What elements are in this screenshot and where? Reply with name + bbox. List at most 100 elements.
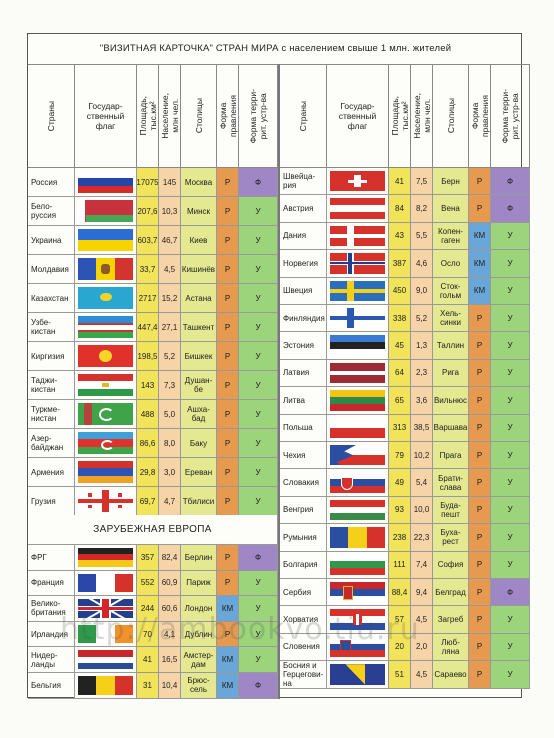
capital-cell: Прага bbox=[433, 442, 469, 470]
terr-cell: У bbox=[239, 487, 278, 516]
capital-cell: Тбилиси bbox=[181, 487, 217, 516]
terr-cell: У bbox=[491, 606, 530, 634]
country-cell: Хорватия bbox=[280, 606, 327, 634]
flag-cell bbox=[327, 387, 389, 415]
header-label: Государ- ственный флаг bbox=[338, 101, 377, 131]
population-cell: 46,7 bbox=[159, 226, 181, 255]
armenia-flag-icon bbox=[78, 461, 133, 483]
czech-flag-icon bbox=[330, 445, 385, 466]
area-cell: 70 bbox=[137, 621, 159, 648]
area-cell: 93 bbox=[389, 496, 411, 525]
header-label: Страны bbox=[298, 100, 308, 132]
header-terr-right: Форма терри- рит. устр-ва bbox=[491, 64, 530, 168]
population-cell: 2,0 bbox=[411, 633, 433, 662]
country-cell: Литва bbox=[280, 387, 327, 415]
country-cell: ФРГ bbox=[28, 545, 75, 571]
gov-cell: КМ bbox=[469, 250, 491, 278]
area-cell: 41 bbox=[389, 168, 411, 196]
capital-cell: Баку bbox=[181, 429, 217, 458]
population-cell: 27,1 bbox=[159, 313, 181, 342]
flag-cell bbox=[327, 496, 389, 525]
finland-flag-icon bbox=[330, 308, 385, 329]
terr-cell: У bbox=[491, 305, 530, 333]
population-cell: 4,5 bbox=[159, 255, 181, 284]
gov-cell: КМ bbox=[469, 277, 491, 305]
population-cell: 3,0 bbox=[159, 458, 181, 487]
flag-cell bbox=[327, 442, 389, 470]
flag-cell bbox=[75, 255, 137, 284]
flag-cell bbox=[327, 579, 389, 607]
capital-cell: Рига bbox=[433, 359, 469, 388]
gov-cell: Р bbox=[469, 661, 491, 689]
capital-cell: Париж bbox=[181, 570, 217, 597]
latvia-flag-icon bbox=[330, 362, 385, 384]
gov-cell: Р bbox=[469, 442, 491, 470]
terr-cell: У bbox=[239, 596, 278, 622]
terr-cell: У bbox=[491, 414, 530, 442]
header-label: Форма правления bbox=[469, 94, 490, 138]
header-label: Форма правления bbox=[217, 94, 238, 138]
capital-cell: Брати- слава bbox=[433, 469, 469, 497]
capital-cell: Киев bbox=[181, 226, 217, 255]
country-cell: Австрия bbox=[280, 195, 327, 223]
country-cell: Швейца- рия bbox=[280, 168, 327, 196]
population-cell: 10,4 bbox=[159, 673, 181, 699]
flag-cell bbox=[75, 647, 137, 673]
area-cell: 143 bbox=[137, 371, 159, 400]
capital-cell: Сараево bbox=[433, 661, 469, 689]
population-cell: 145 bbox=[159, 168, 181, 197]
terr-cell: Ф bbox=[239, 168, 278, 197]
country-cell: Нидер- ланды bbox=[28, 647, 75, 673]
gov-cell: Р bbox=[217, 487, 239, 516]
gov-cell: Р bbox=[217, 168, 239, 197]
population-cell: 4,1 bbox=[159, 621, 181, 648]
flag-cell bbox=[327, 359, 389, 388]
population-cell: 5,0 bbox=[159, 400, 181, 429]
gov-cell: Р bbox=[469, 359, 491, 388]
kazakhstan-flag-icon bbox=[78, 287, 133, 309]
capital-cell: Брюс- сель bbox=[181, 673, 217, 699]
gov-cell: Р bbox=[217, 458, 239, 487]
country-cell: Сербия bbox=[280, 579, 327, 607]
country-cell: Казахстан bbox=[28, 284, 75, 313]
capital-cell: Астана bbox=[181, 284, 217, 313]
area-cell: 69,7 bbox=[137, 487, 159, 516]
terr-cell: У bbox=[239, 400, 278, 429]
area-cell: 49 bbox=[389, 469, 411, 497]
country-cell: Ирландия bbox=[28, 621, 75, 648]
area-cell: 79 bbox=[389, 442, 411, 470]
capital-cell: Ереван bbox=[181, 458, 217, 487]
country-cell: Эстония bbox=[280, 332, 327, 360]
country-cell: Латвия bbox=[280, 359, 327, 388]
area-cell: 33,7 bbox=[137, 255, 159, 284]
terr-cell: У bbox=[239, 313, 278, 342]
gov-cell: Р bbox=[469, 414, 491, 442]
flag-cell bbox=[75, 168, 137, 197]
gov-cell: КМ bbox=[217, 673, 239, 699]
population-cell: 16,5 bbox=[159, 647, 181, 673]
column-divider bbox=[278, 64, 280, 699]
kyrgyzstan-flag-icon bbox=[78, 345, 133, 367]
area-cell: 43 bbox=[389, 222, 411, 251]
capital-cell: Ташкент bbox=[181, 313, 217, 342]
area-cell: 29,8 bbox=[137, 458, 159, 487]
country-cell: Азер- байджан bbox=[28, 429, 75, 458]
area-cell: 57 bbox=[389, 606, 411, 634]
gov-cell: Р bbox=[217, 429, 239, 458]
terr-cell: У bbox=[491, 496, 530, 525]
area-cell: 45 bbox=[389, 332, 411, 360]
country-cell: Велико- британия bbox=[28, 596, 75, 622]
gov-cell: Р bbox=[469, 496, 491, 525]
population-cell: 22,3 bbox=[411, 524, 433, 552]
tajikistan-flag-icon bbox=[78, 374, 133, 396]
population-cell: 4,6 bbox=[411, 250, 433, 278]
france-flag-icon bbox=[78, 573, 133, 593]
country-cell: Словения bbox=[280, 633, 327, 662]
georgia-flag-icon bbox=[78, 490, 133, 512]
header-label: Государ- ственный флаг bbox=[86, 101, 125, 131]
gov-cell: Р bbox=[469, 332, 491, 360]
capital-cell: Загреб bbox=[433, 606, 469, 634]
area-cell: 313 bbox=[389, 414, 411, 442]
population-cell: 7,5 bbox=[411, 168, 433, 196]
terr-cell: У bbox=[491, 222, 530, 251]
